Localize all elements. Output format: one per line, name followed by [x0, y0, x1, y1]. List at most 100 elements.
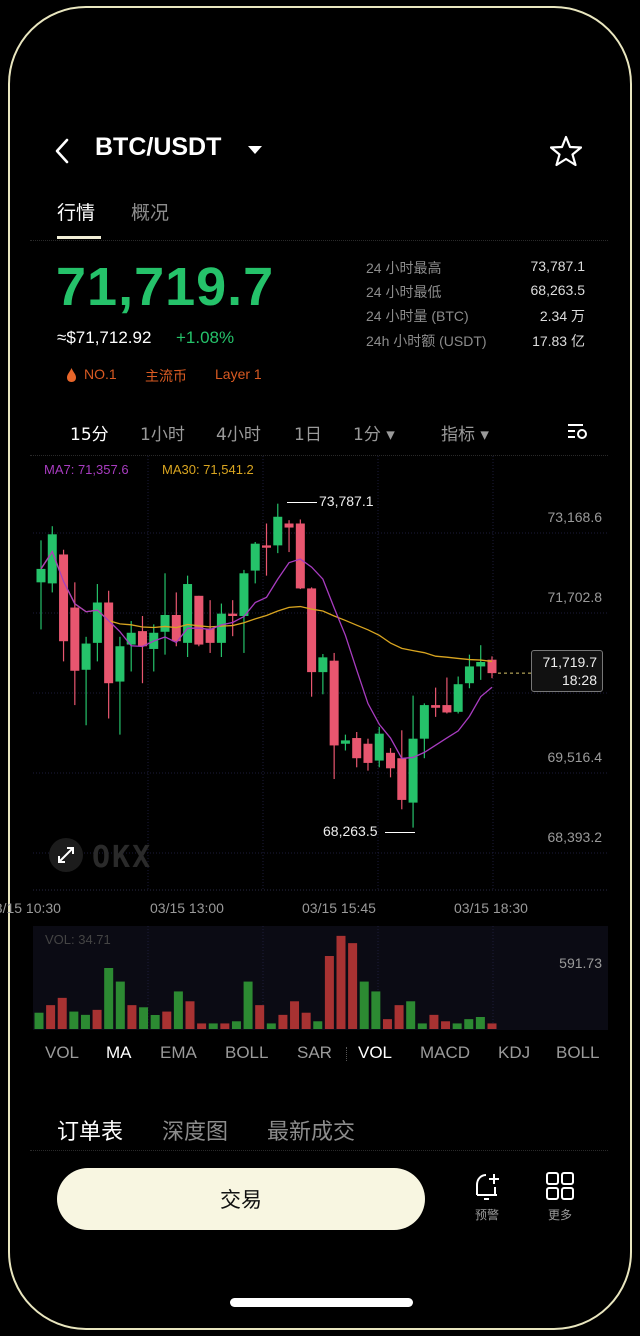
volume-bar [185, 1001, 195, 1029]
last-price: 71,719.7 [56, 257, 275, 317]
volume-bar [382, 1019, 392, 1029]
indicator-boll[interactable]: BOLL [225, 1043, 269, 1062]
volume-bar [359, 981, 369, 1029]
alert-label: 预警 [474, 1208, 499, 1222]
candle-body [137, 631, 147, 647]
fullscreen-icon[interactable] [48, 837, 84, 873]
volume-bar [57, 997, 67, 1029]
stat-low-label: 24 小时最低 [366, 284, 442, 300]
candlestick-chart[interactable] [0, 456, 640, 926]
bell-plus-icon [476, 1174, 499, 1200]
volume-bar [313, 1021, 323, 1029]
pair-title[interactable]: BTC/USDT [95, 133, 222, 161]
indicator-ma[interactable]: MA [106, 1043, 132, 1062]
volume-bar [255, 1005, 265, 1029]
stat-turnover-label: 24h 小时额 (USDT) [366, 333, 487, 349]
home-indicator[interactable] [230, 1298, 413, 1307]
volume-bar [34, 1012, 44, 1029]
volume-bar [231, 1021, 241, 1029]
tab-overview[interactable]: 概况 [131, 202, 170, 224]
indicator-sar[interactable]: SAR [297, 1043, 332, 1062]
volume-bar [80, 1014, 90, 1029]
caret-down-icon[interactable] [247, 144, 263, 156]
divider [30, 240, 608, 241]
volume-bar [394, 1005, 404, 1029]
volume-bar [220, 1023, 230, 1029]
trade-button[interactable]: 交易 [57, 1168, 425, 1230]
candle-body [442, 705, 452, 713]
x-tick-label: 03/15 15:45 [302, 900, 376, 916]
ma7-legend: MA7: 71,357.6 [44, 462, 129, 477]
timeframe-15m[interactable]: 15分 [70, 425, 109, 445]
volume-bar [278, 1014, 288, 1029]
volume-bar [243, 981, 253, 1029]
divider [30, 455, 608, 456]
y-tick-label: 68,393.2 [547, 829, 603, 845]
indicator-vol[interactable]: VOL [45, 1043, 80, 1062]
volume-bar [417, 1023, 427, 1029]
more-label: 更多 [547, 1208, 572, 1222]
candle-body [284, 523, 294, 528]
star-icon[interactable] [550, 135, 582, 167]
indicator-macd[interactable]: MACD [420, 1043, 471, 1062]
tab-depth[interactable]: 深度图 [162, 1120, 229, 1145]
stat-high-label: 24 小时最高 [366, 260, 442, 276]
chart-settings-icon[interactable] [567, 422, 589, 440]
candle-body [216, 613, 226, 643]
flame-icon [67, 368, 76, 382]
candle-body [397, 758, 407, 800]
x-tick-label: 03/15 13:00 [150, 900, 224, 916]
indicators-dropdown[interactable]: 指标 ▾ [441, 425, 489, 445]
candle-body [194, 595, 204, 645]
candle-body [47, 534, 57, 584]
volume-chart [34, 926, 497, 1030]
timeframe-more-dropdown[interactable]: 1分 ▾ [353, 425, 395, 445]
candle-body [262, 545, 271, 548]
ma30-legend: MA30: 71,541.2 [162, 462, 254, 477]
y-tick-label: 69,516.4 [547, 749, 603, 765]
candle-body [295, 523, 305, 589]
candle-body [476, 662, 486, 667]
candle-body [160, 614, 170, 632]
indicator-divider [346, 1047, 347, 1061]
high-marker-line [287, 502, 317, 503]
candle-body [363, 743, 373, 763]
volume-bar [115, 981, 125, 1029]
low-marker-line [385, 832, 415, 833]
timeframe-1d[interactable]: 1日 [294, 425, 322, 445]
candle-body [329, 660, 339, 746]
stat-high-value: 73,787.1 [530, 258, 586, 274]
tag-category[interactable]: 主流币 [145, 368, 187, 384]
back-chevron-icon[interactable] [52, 137, 72, 165]
tag-layer[interactable]: Layer 1 [215, 366, 262, 382]
candle-body [92, 602, 102, 643]
volume-bar [139, 1007, 149, 1029]
volume-bar [336, 935, 346, 1029]
timeframe-4h[interactable]: 4小时 [216, 425, 261, 445]
indicator-kdj[interactable]: KDJ [498, 1043, 531, 1062]
active-tab-indicator [57, 236, 101, 239]
volume-bar [92, 1009, 102, 1029]
stat-turnover-value: 17.83 亿 [532, 333, 585, 349]
alert-button[interactable]: 预警 [462, 1170, 512, 1223]
volume-bar [266, 1023, 276, 1029]
volume-bar [475, 1017, 485, 1029]
more-button[interactable]: 更多 [535, 1170, 585, 1223]
grid-icon [546, 1172, 574, 1200]
indicator-sub-boll[interactable]: BOLL [556, 1043, 600, 1062]
tab-order-book[interactable]: 订单表 [57, 1120, 124, 1145]
timeframe-1h[interactable]: 1小时 [140, 425, 185, 445]
current-price-value: 71,719.7 [542, 654, 598, 670]
indicator-sub-vol[interactable]: VOL [358, 1043, 393, 1062]
volume-bar [173, 991, 183, 1029]
volume-bar [150, 1015, 160, 1029]
volume-max-label: 591.73 [559, 955, 602, 971]
tag-rank[interactable]: NO.1 [84, 366, 117, 382]
tab-recent-trades[interactable]: 最新成交 [267, 1120, 356, 1145]
volume-bar [127, 1005, 137, 1029]
volume-bar [162, 1011, 172, 1029]
indicator-ema[interactable]: EMA [160, 1043, 197, 1062]
tab-market[interactable]: 行情 [57, 202, 96, 224]
candle-body [487, 659, 497, 674]
volume-bar [301, 1012, 311, 1029]
